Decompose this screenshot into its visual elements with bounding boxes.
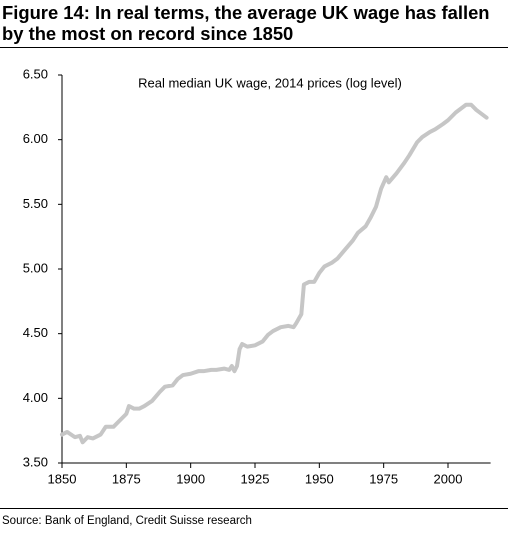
y-tick-label: 5.50 [23,196,48,211]
x-tick-label: 1975 [369,471,398,486]
y-tick-label: 6.50 [23,66,48,81]
chart: Real median UK wage, 2014 prices (log le… [23,66,491,486]
title-rule [0,47,508,48]
source-rule [0,508,508,509]
chart-title: Figure 14: In real terms, the average UK… [2,2,490,44]
chart-subtitle: Real median UK wage, 2014 prices (log le… [138,75,402,90]
y-tick-label: 6.00 [23,131,48,146]
y-tick-label: 5.00 [23,260,48,275]
x-tick-label: 1875 [112,471,141,486]
y-tick-label: 4.50 [23,325,48,340]
x-tick-label: 2000 [434,471,463,486]
x-tick-label: 1900 [176,471,205,486]
y-tick-label: 3.50 [23,454,48,469]
y-tick-label: 4.00 [23,390,48,405]
x-tick-label: 1925 [241,471,270,486]
source-note: Source: Bank of England, Credit Suisse r… [2,515,252,527]
x-tick-label: 1850 [48,471,77,486]
data-line [60,102,489,445]
x-tick-label: 1950 [305,471,334,486]
